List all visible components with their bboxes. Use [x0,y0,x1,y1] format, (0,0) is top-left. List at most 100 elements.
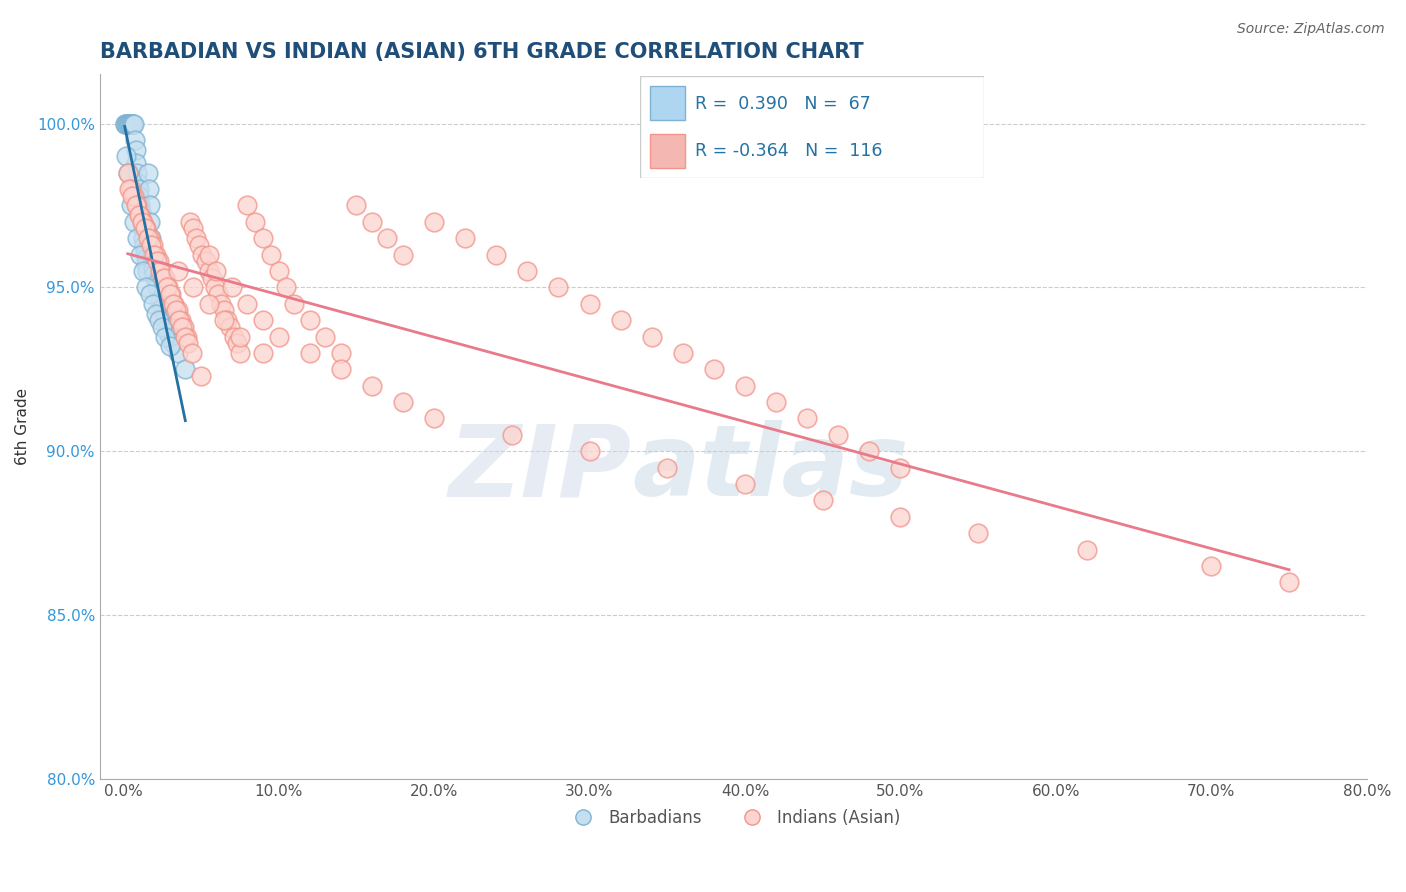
Point [221,280,243,294]
Point [121,117,143,131]
Point [252,231,274,245]
FancyBboxPatch shape [640,76,984,178]
Point [204,280,226,294]
Point [174,329,197,343]
Point [150,300,173,314]
Point [191,247,214,261]
Point [889,460,911,475]
Point [166,303,188,318]
Point [129,208,152,222]
Point [114,117,136,131]
Point [205,264,228,278]
Point [188,237,211,252]
Point [120,117,142,131]
Y-axis label: 6th Grade: 6th Grade [15,388,30,466]
Point [298,313,321,327]
Point [138,182,160,196]
Point [217,313,239,327]
Point [153,329,176,343]
Legend: Barbadians, Indians (Asian): Barbadians, Indians (Asian) [560,803,907,834]
Point [796,411,818,425]
Point [148,287,170,301]
Point [132,215,155,229]
Bar [650,87,685,120]
Point [219,319,242,334]
Point [276,280,298,294]
Point [142,254,165,268]
Point [117,166,139,180]
Point [392,247,415,261]
Point [190,368,212,383]
Point [142,297,165,311]
Point [212,313,235,327]
Point [454,231,477,245]
Point [122,188,145,202]
Point [127,176,149,190]
Point [197,264,219,278]
Point [115,117,138,131]
Point [181,221,204,235]
Point [136,231,159,245]
Point [160,287,183,301]
Point [889,509,911,524]
Point [641,329,664,343]
Point [197,297,219,311]
Point [169,313,191,327]
Point [139,231,162,245]
Point [207,287,229,301]
Point [209,297,232,311]
Point [146,254,169,268]
Point [344,198,367,212]
Point [166,346,188,360]
Point [179,215,201,229]
Point [128,208,150,222]
Point [117,166,139,180]
Point [267,329,290,343]
Point [609,313,631,327]
Point [166,264,188,278]
Text: ZIP: ZIP [449,420,631,517]
Point [162,336,184,351]
Point [134,244,156,259]
Point [142,260,165,275]
Point [117,117,139,131]
Point [120,182,142,196]
Point [547,280,569,294]
Point [131,215,153,229]
Point [118,117,141,131]
Point [118,182,141,196]
Point [131,215,153,229]
Point [128,188,150,202]
Point [124,198,146,212]
Point [228,329,250,343]
Point [298,346,321,360]
Point [267,264,290,278]
Point [1076,542,1098,557]
Point [153,270,176,285]
Point [236,297,259,311]
Point [827,428,849,442]
Point [150,319,173,334]
Point [138,287,160,301]
Point [152,307,174,321]
Point [172,319,194,334]
Point [329,362,352,376]
Point [131,221,153,235]
Point [157,280,180,294]
Point [132,237,155,252]
Point [153,313,176,327]
Point [186,231,208,245]
Point [138,198,160,212]
Point [578,444,600,458]
Point [236,198,259,212]
Point [149,264,172,278]
Point [122,117,145,131]
Point [377,231,399,245]
Point [1201,558,1223,573]
Point [129,198,152,212]
Point [134,221,156,235]
Point [180,346,202,360]
Point [177,336,200,351]
Point [142,237,165,252]
Point [127,198,149,212]
